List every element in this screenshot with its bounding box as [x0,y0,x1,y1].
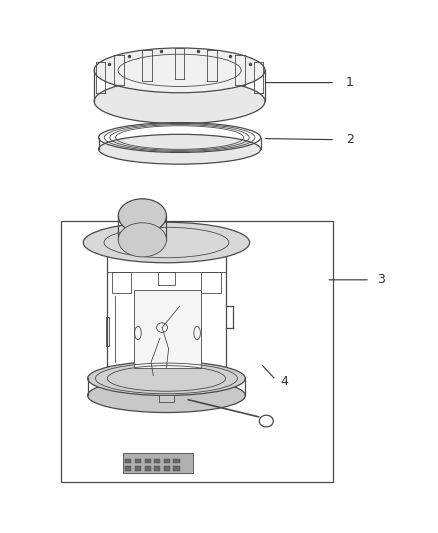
Ellipse shape [118,223,166,257]
Ellipse shape [94,48,265,93]
Ellipse shape [88,378,245,413]
Bar [123,453,193,473]
Bar [154,459,160,463]
Bar [164,466,170,471]
Bar [135,466,141,471]
Bar [106,317,109,346]
Ellipse shape [83,222,250,263]
Bar [145,466,151,471]
Bar [158,272,175,285]
Bar [125,466,131,471]
Text: 3: 3 [377,273,385,286]
Ellipse shape [88,361,245,395]
Text: 2: 2 [346,133,354,146]
Bar [201,272,221,293]
Ellipse shape [94,79,265,124]
Bar [173,459,180,463]
Text: 4: 4 [280,375,288,387]
Bar [135,459,141,463]
Bar [173,466,180,471]
Bar [154,466,160,471]
Text: 1: 1 [346,76,354,89]
Bar [112,272,131,293]
Ellipse shape [118,199,166,233]
Bar [159,395,174,402]
Bar [134,290,201,368]
Bar [125,459,131,463]
Bar [164,459,170,463]
Ellipse shape [99,134,261,164]
Bar [145,459,151,463]
Bar [61,221,333,482]
